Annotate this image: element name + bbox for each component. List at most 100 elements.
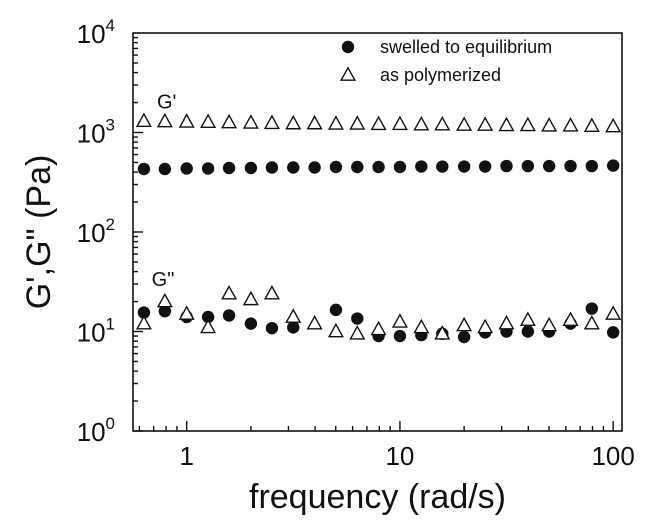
point-swelled: [585, 302, 599, 315]
x-tick-label: 100: [591, 441, 634, 471]
point-as-polymerized: [413, 318, 430, 334]
annotation-g-prime: G': [157, 92, 176, 114]
point-as-polymerized: [583, 314, 600, 330]
point-as-polymerized: [391, 313, 408, 328]
point-as-polymerized: [456, 116, 473, 131]
point-swelled: [158, 304, 172, 318]
point-as-polymerized: [498, 314, 515, 330]
data-points: [135, 112, 622, 344]
point-swelled: [478, 160, 492, 173]
point-swelled: [564, 159, 577, 173]
point-swelled: [329, 160, 343, 174]
point-as-polymerized: [178, 113, 195, 128]
y-tick-label: 104: [77, 16, 115, 49]
point-swelled: [393, 329, 407, 343]
point-as-polymerized: [434, 325, 451, 340]
point-as-polymerized: [156, 112, 173, 128]
legend-label: as polymerized: [380, 65, 501, 85]
point-as-polymerized: [306, 114, 323, 130]
point-swelled: [137, 306, 151, 319]
y-tick-label: 102: [77, 215, 115, 248]
point-as-polymerized: [583, 117, 600, 132]
point-as-polymerized: [156, 292, 173, 308]
point-swelled: [393, 160, 407, 174]
point-as-polymerized: [178, 305, 195, 320]
point-as-polymerized: [327, 115, 344, 130]
point-swelled: [351, 160, 364, 174]
annotation-g-double-prime: G": [152, 269, 175, 291]
point-as-polymerized: [519, 116, 536, 132]
point-as-polymerized: [413, 115, 430, 131]
point-swelled: [585, 159, 599, 173]
plot-frame: [132, 32, 623, 432]
point-as-polymerized: [562, 311, 579, 327]
point-swelled: [521, 159, 535, 173]
legend-marker-filled-circle: [341, 40, 355, 54]
point-swelled: [287, 161, 300, 174]
point-as-polymerized: [498, 116, 515, 132]
point-as-polymerized: [477, 318, 494, 334]
point-as-polymerized: [263, 285, 280, 300]
point-as-polymerized: [391, 115, 408, 131]
point-as-polymerized: [242, 290, 259, 306]
point-swelled: [351, 312, 364, 325]
point-swelled: [308, 161, 321, 174]
point-as-polymerized: [562, 117, 579, 132]
point-as-polymerized: [135, 314, 152, 330]
point-swelled: [265, 321, 279, 335]
point-as-polymerized: [519, 311, 536, 327]
point-as-polymerized: [200, 113, 217, 129]
point-as-polymerized: [135, 112, 152, 128]
point-swelled: [521, 325, 535, 338]
point-as-polymerized: [456, 316, 473, 332]
y-tick-label: 100: [77, 414, 115, 447]
point-swelled: [372, 160, 385, 174]
point-swelled: [244, 161, 258, 175]
point-swelled: [542, 159, 556, 173]
y-axis-ticks: 100 101 102 103 104: [77, 16, 143, 447]
point-swelled: [222, 161, 236, 175]
point-as-polymerized: [263, 114, 280, 130]
point-as-polymerized: [477, 116, 494, 131]
legend: swelled to equilibrium as polymerized: [339, 37, 552, 85]
point-swelled: [265, 161, 279, 174]
point-swelled: [457, 330, 471, 344]
point-as-polymerized: [306, 314, 323, 330]
point-as-polymerized: [349, 325, 366, 340]
point-swelled: [137, 162, 151, 176]
point-swelled: [287, 321, 300, 334]
x-axis-title: frequency (rad/s): [249, 478, 506, 516]
point-swelled: [222, 309, 236, 322]
y-axis-title: G',G" (Pa): [20, 155, 58, 310]
y-tick-label: 101: [77, 315, 115, 348]
point-swelled: [329, 303, 343, 317]
point-swelled: [500, 159, 513, 173]
point-swelled: [201, 162, 215, 175]
point-as-polymerized: [370, 320, 387, 336]
point-as-polymerized: [605, 305, 622, 320]
point-as-polymerized: [541, 316, 558, 332]
point-swelled: [180, 162, 193, 175]
point-as-polymerized: [285, 308, 302, 323]
point-as-polymerized: [200, 318, 217, 334]
point-as-polymerized: [242, 114, 259, 129]
point-as-polymerized: [605, 117, 622, 133]
point-swelled: [201, 310, 215, 324]
point-as-polymerized: [541, 117, 558, 132]
x-tick-label: 1: [179, 441, 193, 471]
point-swelled: [436, 160, 449, 173]
point-as-polymerized: [434, 115, 451, 131]
x-tick-label: 10: [385, 441, 414, 471]
point-as-polymerized: [221, 113, 238, 129]
y-tick-label: 103: [77, 116, 115, 149]
point-as-polymerized: [327, 322, 344, 338]
point-as-polymerized: [221, 285, 238, 300]
point-swelled: [606, 326, 620, 339]
point-swelled: [415, 160, 428, 173]
point-swelled: [244, 317, 258, 330]
point-as-polymerized: [370, 115, 387, 131]
point-swelled: [457, 160, 471, 173]
legend-marker-open-triangle: [339, 66, 357, 81]
x-axis-ticks: 1 10 100: [138, 421, 635, 471]
